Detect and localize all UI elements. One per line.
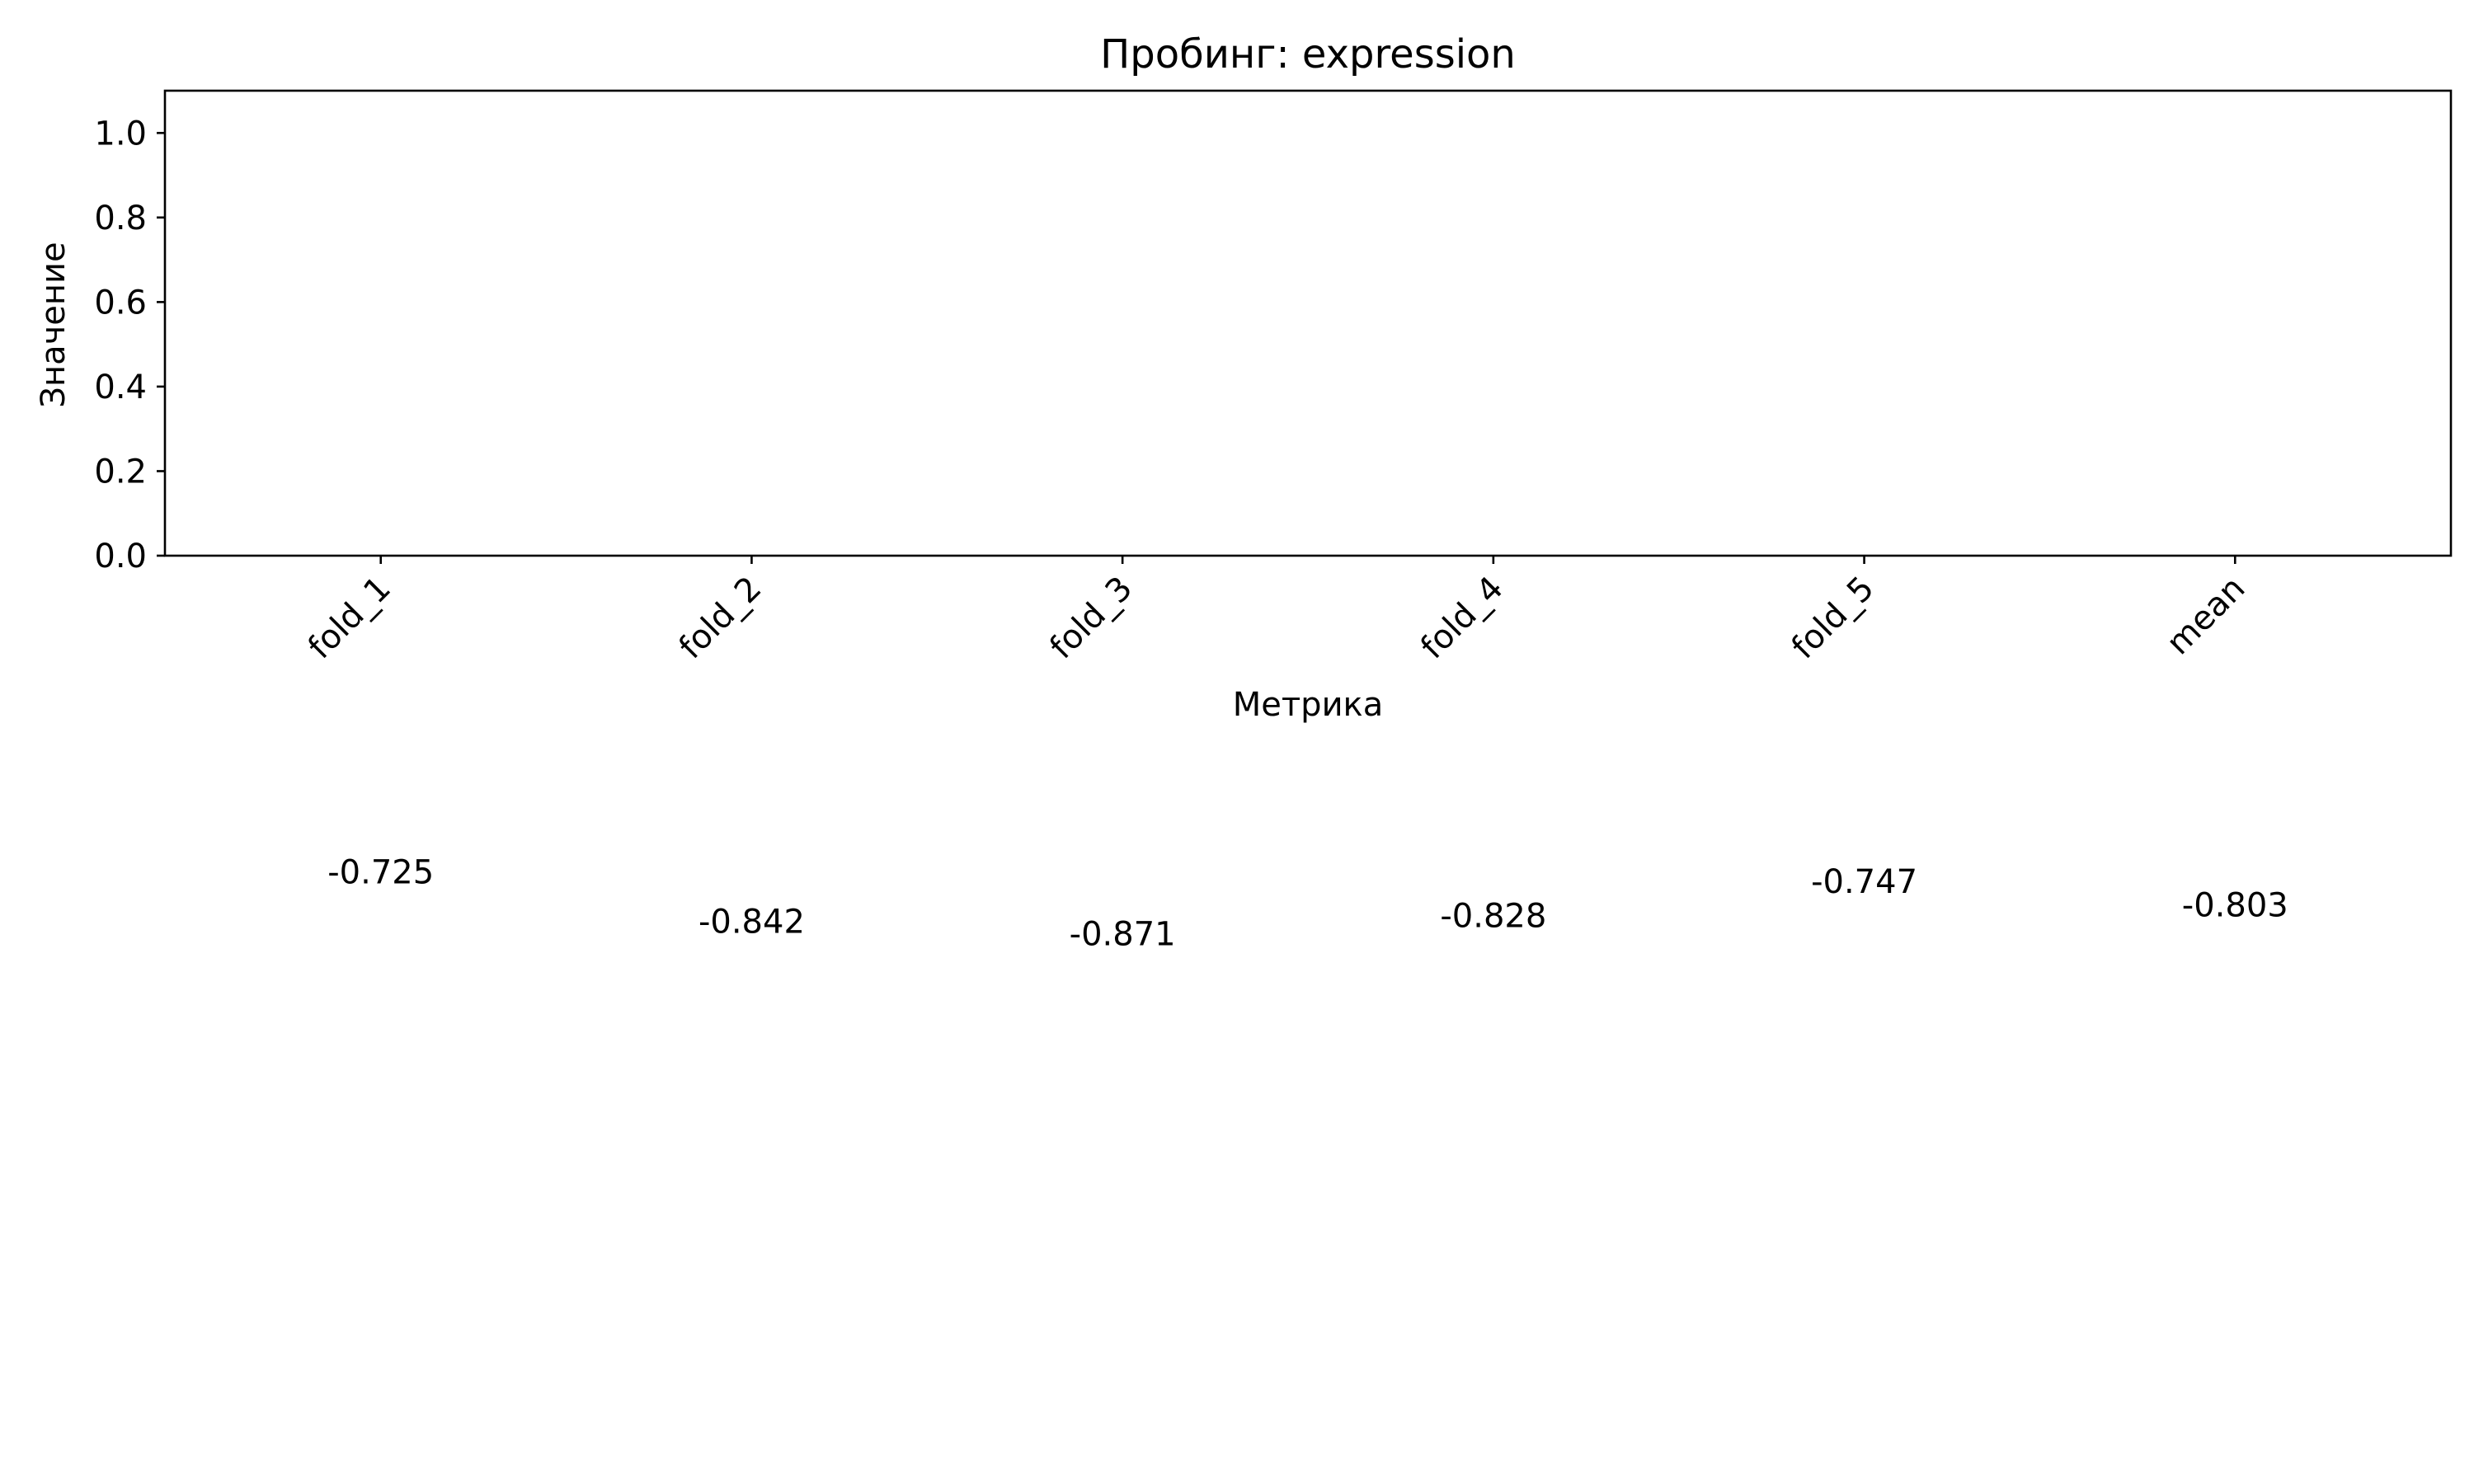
y-tick-label: 1.0 xyxy=(94,115,147,153)
y-axis-title: Значение xyxy=(35,242,73,407)
y-tick-label: 0.8 xyxy=(94,200,147,237)
data-bars xyxy=(233,556,2383,924)
data-label: -0.828 xyxy=(1440,898,1546,936)
x-tick-label: mean xyxy=(2160,570,2253,663)
chart-title: Пробинг: expression xyxy=(1100,31,1516,77)
plot-area xyxy=(163,89,2453,557)
y-tick-label: 0.6 xyxy=(94,284,147,322)
data-label: -0.871 xyxy=(1070,916,1176,954)
x-tick-label: fold_4 xyxy=(1413,570,1511,667)
data-label: -0.725 xyxy=(327,854,434,892)
y-tick-label: 0.4 xyxy=(94,369,147,406)
y-tick-label: 0.2 xyxy=(94,453,147,491)
y-axis: 0.0 0.2 0.4 0.6 0.8 1.0 xyxy=(94,115,165,575)
plot-frame xyxy=(163,89,2453,557)
x-tick-label: fold_1 xyxy=(301,570,398,667)
data-label: -0.842 xyxy=(698,904,805,942)
data-labels: -0.725 -0.842 -0.871 -0.828 -0.747 -0.803 xyxy=(327,854,2288,954)
y-tick-label: 0.0 xyxy=(94,538,147,575)
x-axis: fold_1 fold_2 fold_3 fold_4 fold_5 mean xyxy=(301,556,2252,666)
data-label: -0.747 xyxy=(1811,863,1917,901)
data-label: -0.803 xyxy=(2182,887,2288,925)
x-tick-label: fold_3 xyxy=(1042,570,1140,667)
x-tick-label: fold_2 xyxy=(672,570,769,667)
x-axis-title: Метрика xyxy=(1233,686,1383,724)
x-tick-label: fold_5 xyxy=(1785,570,1882,667)
